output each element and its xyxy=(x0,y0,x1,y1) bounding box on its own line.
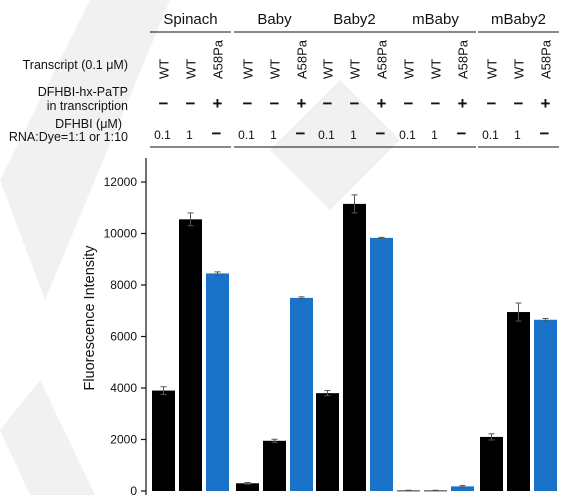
minus-sign-label: − xyxy=(186,94,196,113)
group-label-spinach: Spinach xyxy=(163,11,217,28)
minus-sign-label: − xyxy=(404,94,414,113)
dfhbi-value-label: − xyxy=(296,124,306,143)
dfhbi-value-label: 1 xyxy=(514,128,521,142)
dfhbi-value-label: − xyxy=(212,124,222,143)
bar-spinach-2 xyxy=(179,219,202,491)
row-label-dfhbi-line2: RNA:Dye=1:1 or 1:10 xyxy=(9,130,128,144)
transcript-label: A58Pa xyxy=(456,39,471,79)
transcript-label: WT xyxy=(241,59,256,79)
y-tick-label: 2000 xyxy=(110,433,137,447)
bar-mbaby2-1 xyxy=(480,436,503,491)
transcript-label: WT xyxy=(184,59,199,79)
dfhbi-value-label: 1 xyxy=(431,128,438,142)
row-label-transcript: Transcript (0.1 μM) xyxy=(23,58,128,72)
minus-sign-label: − xyxy=(431,94,441,113)
dfhbi-value-label: 0.1 xyxy=(318,128,335,142)
plus-sign-label: + xyxy=(458,94,468,113)
dfhbi-value-label: 0.1 xyxy=(238,128,255,142)
minus-sign-label: − xyxy=(243,94,253,113)
group-label-mbaby: mBaby xyxy=(412,11,459,28)
plus-sign-label: + xyxy=(541,94,551,113)
bar-mbaby-3 xyxy=(451,486,474,491)
minus-sign-label: − xyxy=(487,94,497,113)
row-label-dfhbi-line1: DFHBI (μM) xyxy=(55,117,122,131)
transcript-label: WT xyxy=(157,59,172,79)
bar-baby-3 xyxy=(290,297,313,491)
y-tick-label: 8000 xyxy=(110,278,137,292)
bar-baby-2 xyxy=(263,440,286,491)
y-axis-title: Fluorescence Intensity xyxy=(82,245,98,391)
bar-baby2-2 xyxy=(343,203,366,491)
transcript-label: WT xyxy=(268,59,283,79)
dfhbi-value-label: 1 xyxy=(350,128,357,142)
minus-sign-label: − xyxy=(350,94,360,113)
dfhbi-value-label: 1 xyxy=(186,128,193,142)
bar-spinach-1 xyxy=(152,390,175,491)
dfhbi-value-label: − xyxy=(457,124,467,143)
group-label-baby2: Baby2 xyxy=(333,11,376,28)
dfhbi-value-label: 0.1 xyxy=(154,128,171,142)
y-tick-label: 6000 xyxy=(110,330,137,344)
group-label-mbaby2: mBaby2 xyxy=(491,11,546,28)
dfhbi-value-label: 0.1 xyxy=(399,128,416,142)
minus-sign-label: − xyxy=(323,94,333,113)
group-label-baby: Baby xyxy=(257,11,292,28)
y-axis-ticks: 0 2000 4000 6000 8000 10000 12000 xyxy=(104,175,146,495)
transcript-label: WT xyxy=(321,59,336,79)
bar-baby-1 xyxy=(236,483,259,491)
bar-spinach-3 xyxy=(206,273,229,491)
transcript-label: A58Pa xyxy=(375,39,390,79)
y-tick-label: 10000 xyxy=(104,227,138,241)
transcript-label: WT xyxy=(402,59,417,79)
dfhbi-value-label: − xyxy=(540,124,550,143)
plus-sign-label: + xyxy=(377,94,387,113)
dfhbi-value-label: 1 xyxy=(270,128,277,142)
bars xyxy=(152,194,557,492)
minus-sign-label: − xyxy=(159,94,169,113)
transcript-label: A58Pa xyxy=(539,39,554,79)
transcript-label: A58Pa xyxy=(295,39,310,79)
minus-sign-label: − xyxy=(514,94,524,113)
dfhbi-value-label: − xyxy=(376,124,386,143)
y-tick-label: 0 xyxy=(130,484,137,495)
row-label-pa-line1: DFHBI-hx-PaTP xyxy=(38,85,128,99)
transcript-label: WT xyxy=(348,59,363,79)
y-tick-label: 12000 xyxy=(104,175,138,189)
bar-mbaby2-2 xyxy=(507,312,530,491)
y-tick-label: 4000 xyxy=(110,381,137,395)
transcript-label: WT xyxy=(429,59,444,79)
minus-sign-label: − xyxy=(270,94,280,113)
bar-baby2-1 xyxy=(316,393,339,491)
transcript-label: WT xyxy=(512,59,527,79)
bar-mbaby2-3 xyxy=(534,319,557,491)
bar-baby2-3 xyxy=(370,237,393,491)
dfhbi-value-label: 0.1 xyxy=(482,128,499,142)
transcript-label: WT xyxy=(485,59,500,79)
condition-headers: SpinachWT−0.1WT−1A58Pa+−BabyWT−0.1WT−1A5… xyxy=(150,11,559,148)
transcript-label: A58Pa xyxy=(211,39,226,79)
background-watermark xyxy=(0,0,400,495)
plus-sign-label: + xyxy=(213,94,223,113)
row-label-pa-line2: in transcription xyxy=(47,99,128,113)
plus-sign-label: + xyxy=(297,94,307,113)
